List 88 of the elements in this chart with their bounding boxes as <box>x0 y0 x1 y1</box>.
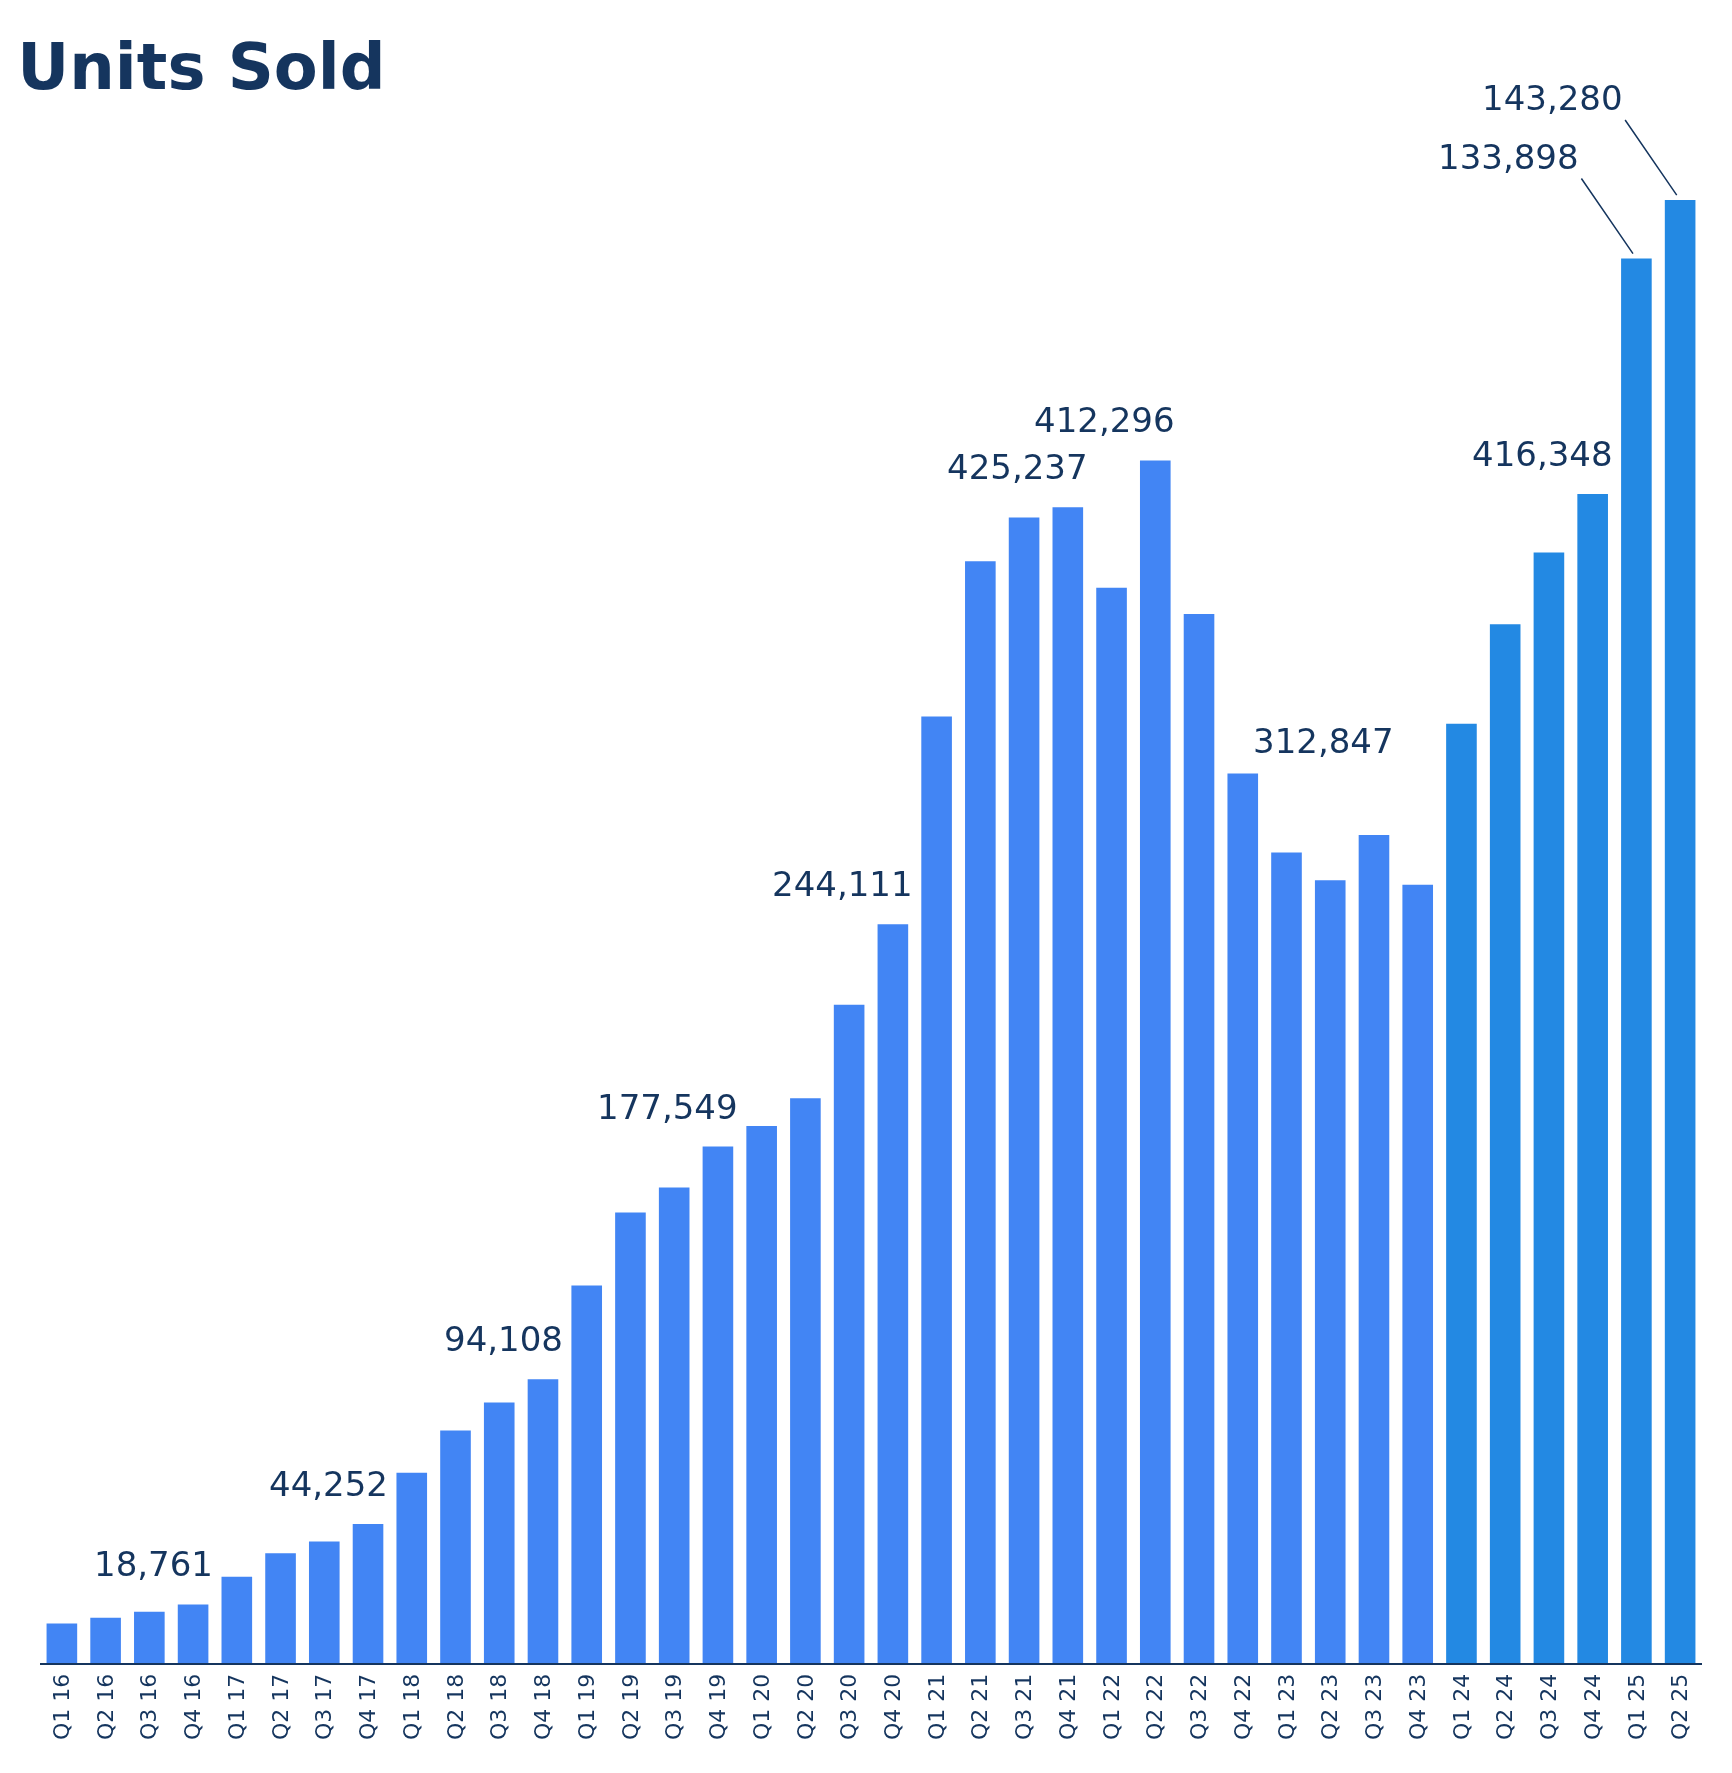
x-tick-label: Q1 16 <box>49 1673 75 1741</box>
bar <box>1314 880 1346 1663</box>
bar <box>877 924 909 1663</box>
annotation: 133,898 <box>1438 137 1579 177</box>
x-tick-label: Q3 23 <box>1361 1673 1387 1741</box>
x-tick-label: Q2 17 <box>267 1673 293 1741</box>
x-tick-label: Q1 19 <box>573 1673 599 1741</box>
bar <box>134 1611 165 1663</box>
x-tick-label: Q3 19 <box>661 1673 687 1741</box>
bar <box>571 1285 603 1663</box>
bar <box>1139 460 1171 1663</box>
bar <box>615 1212 646 1663</box>
bar <box>658 1187 690 1663</box>
x-tick-label: Q1 25 <box>1623 1673 1649 1741</box>
bar <box>1008 517 1040 1663</box>
x-tick-label: Q2 21 <box>967 1673 993 1741</box>
x-tick-label: Q2 22 <box>1142 1673 1168 1741</box>
x-tick-label: Q4 16 <box>180 1673 206 1741</box>
x-tick-label: Q2 19 <box>617 1673 643 1741</box>
x-tick-label: Q3 22 <box>1186 1673 1212 1741</box>
x-tick-label: Q1 17 <box>223 1673 249 1741</box>
x-tick-label: Q3 20 <box>836 1673 862 1741</box>
annotation: 312,847 <box>1253 721 1394 761</box>
x-tick-label: Q4 23 <box>1404 1673 1430 1741</box>
x-tick-label: Q2 25 <box>1667 1673 1693 1741</box>
x-tick-label: Q4 22 <box>1229 1673 1255 1741</box>
annotation: 143,280 <box>1482 78 1623 118</box>
x-tick-label: Q1 21 <box>923 1673 949 1741</box>
bar <box>440 1430 471 1663</box>
x-tick-label: Q4 18 <box>530 1673 556 1741</box>
bar <box>396 1472 428 1663</box>
annotation: 18,761 <box>94 1544 213 1584</box>
bar <box>1096 587 1127 1663</box>
x-tick-label: Q3 17 <box>311 1673 337 1741</box>
bar <box>1489 624 1521 1663</box>
x-tick-label: Q2 24 <box>1492 1673 1518 1741</box>
bar <box>1052 507 1084 1663</box>
x-tick-label: Q4 19 <box>705 1673 731 1741</box>
x-tick-label: Q1 20 <box>748 1673 774 1741</box>
bar <box>265 1553 296 1663</box>
x-tick-label: Q3 16 <box>136 1673 162 1741</box>
bar <box>833 1004 865 1663</box>
bar <box>1183 614 1215 1663</box>
x-tick-label: Q2 18 <box>442 1673 468 1741</box>
x-tick-label: Q4 17 <box>355 1673 381 1741</box>
bar <box>90 1617 121 1663</box>
x-tick-label: Q4 20 <box>880 1673 906 1741</box>
bar <box>1664 200 1696 1663</box>
bar <box>1446 723 1477 1663</box>
bar <box>790 1098 821 1663</box>
chart-title: Units Sold <box>17 30 386 105</box>
bar <box>1621 258 1652 1663</box>
x-tick-label: Q2 20 <box>792 1673 818 1741</box>
bar <box>746 1126 777 1663</box>
x-tick-label: Q1 22 <box>1098 1673 1124 1741</box>
bar <box>308 1541 340 1663</box>
x-tick-label: Q2 16 <box>92 1673 118 1741</box>
bar <box>1533 552 1565 1663</box>
x-tick-label: Q3 21 <box>1011 1673 1037 1741</box>
annotation: 412,296 <box>1034 400 1175 440</box>
x-tick-label: Q1 18 <box>398 1673 424 1741</box>
bar <box>1402 884 1434 1663</box>
annotation: 94,108 <box>444 1319 563 1359</box>
x-tick-label: Q2 23 <box>1317 1673 1343 1741</box>
bar <box>1227 773 1259 1663</box>
x-tick-label: Q4 21 <box>1054 1673 1080 1741</box>
bar <box>352 1524 384 1663</box>
bar <box>965 561 996 1663</box>
annotation: 425,237 <box>947 447 1088 487</box>
bar <box>221 1576 253 1663</box>
bar <box>483 1402 515 1663</box>
x-tick-label: Q3 18 <box>486 1673 512 1741</box>
annotation: 244,111 <box>772 864 913 904</box>
annotation: 44,252 <box>269 1464 388 1504</box>
annotation: 177,549 <box>597 1087 738 1127</box>
x-tick-label: Q1 23 <box>1273 1673 1299 1741</box>
x-tick-label: Q4 24 <box>1579 1673 1605 1741</box>
bar <box>1271 852 1302 1663</box>
x-tick-label: Q1 24 <box>1448 1673 1474 1741</box>
bar <box>177 1604 209 1663</box>
bar <box>702 1146 734 1663</box>
x-tick-label: Q3 24 <box>1536 1673 1562 1741</box>
annotation: 416,348 <box>1472 434 1613 474</box>
bar <box>1577 494 1608 1663</box>
bar <box>46 1623 78 1663</box>
bar <box>527 1379 559 1663</box>
bar <box>1358 834 1390 1663</box>
bar <box>921 716 952 1663</box>
